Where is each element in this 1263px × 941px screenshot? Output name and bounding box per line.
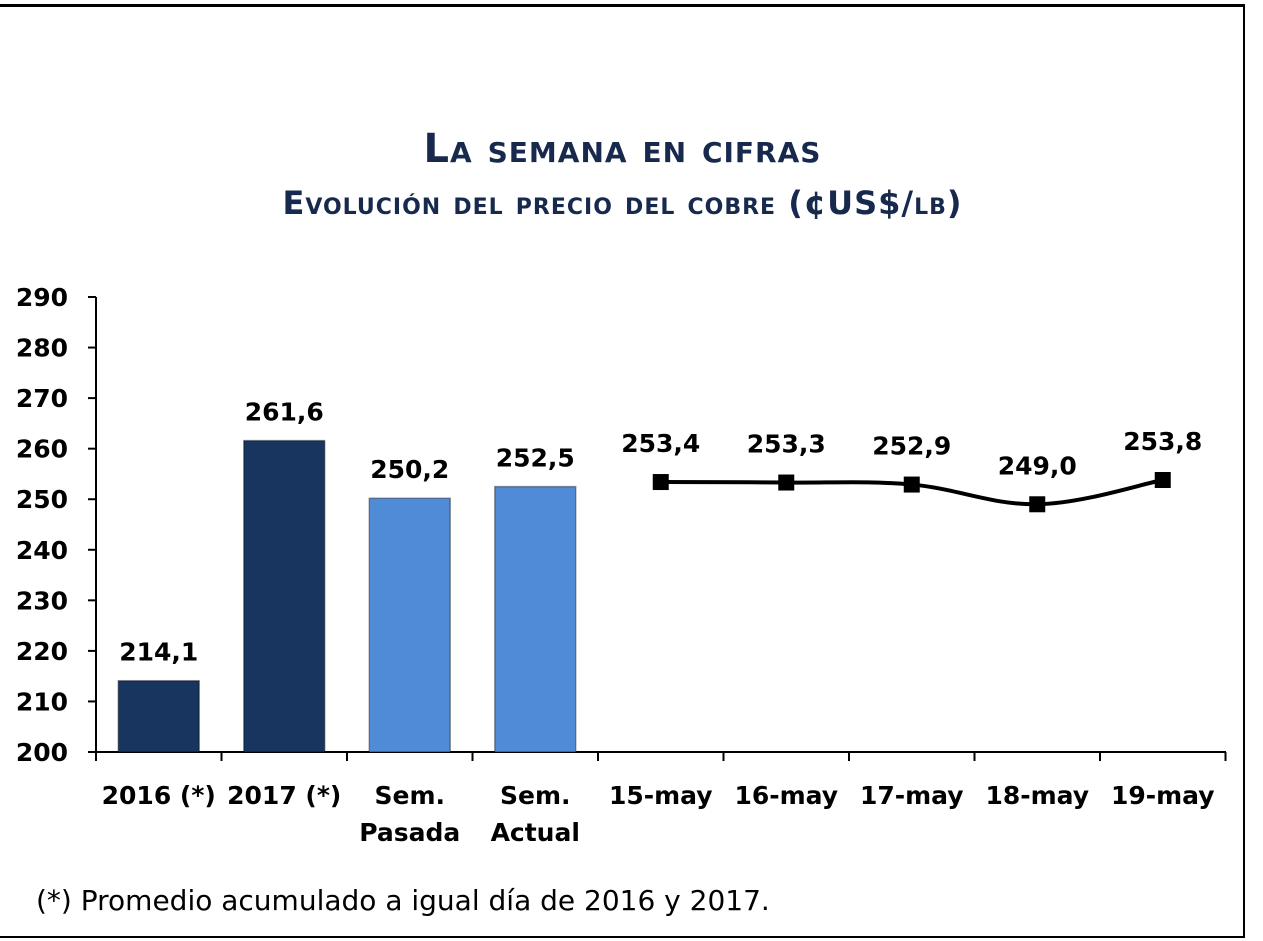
y-tick-label: 210 xyxy=(16,687,68,716)
y-tick-label: 250 xyxy=(16,485,68,514)
chart-axes: 200 210 220 230 240 250 260 270 280 290 xyxy=(16,283,1227,767)
top-border-rule xyxy=(0,4,1245,7)
y-tick-label: 270 xyxy=(16,384,68,413)
line-point-marker xyxy=(1029,496,1046,513)
y-tick-label: 280 xyxy=(16,334,68,363)
x-tick-label: Sem. xyxy=(374,781,445,810)
y-tick-label: 230 xyxy=(16,586,68,615)
x-tick-label: Sem. xyxy=(500,781,571,810)
bar-value-label: 250,2 xyxy=(370,455,449,484)
chart-line xyxy=(652,472,1171,513)
y-tick-label: 290 xyxy=(16,283,68,312)
x-tick-label: 2016 (*) xyxy=(102,781,216,810)
y-tick-label: 260 xyxy=(16,435,68,464)
line-point-value-label: 253,8 xyxy=(1123,427,1202,456)
bar xyxy=(494,485,577,753)
right-border-rule xyxy=(1243,4,1245,938)
x-tick-label: 19-may xyxy=(1111,781,1215,810)
chart-labels: 2016 (*) 2017 (*) Sem. Pasada Sem. Actual 15-m… xyxy=(102,398,1215,847)
bar-value-label: 261,6 xyxy=(245,398,324,427)
line-point-value-label: 253,3 xyxy=(747,430,826,459)
y-tick-label: 240 xyxy=(16,536,68,565)
line-point-marker xyxy=(652,474,669,491)
bar xyxy=(117,679,200,753)
x-tick-label: 16-may xyxy=(734,781,838,810)
line-point-marker xyxy=(1154,472,1171,489)
bottom-border-rule xyxy=(0,936,1245,938)
x-tick-label: 18-may xyxy=(985,781,1089,810)
x-tick-label: 2017 (*) xyxy=(227,781,341,810)
x-tick-label: 17-may xyxy=(860,781,964,810)
line-point-marker xyxy=(903,476,920,493)
bar-value-label: 252,5 xyxy=(496,444,575,473)
y-tick-label: 220 xyxy=(16,637,68,666)
x-tick-label: Pasada xyxy=(359,818,460,847)
chart-subtitle: Evolución del precio del cobre (¢US$/lb) xyxy=(282,184,963,222)
footnote: (*) Promedio acumulado a igual día de 20… xyxy=(36,884,770,917)
line-point-value-label: 253,4 xyxy=(621,429,700,458)
line-point-value-label: 252,9 xyxy=(872,432,951,461)
bar xyxy=(243,439,326,753)
chart-title: La semana en cifras xyxy=(423,126,822,172)
line-point-marker xyxy=(778,474,795,491)
x-tick-label: 15-may xyxy=(609,781,713,810)
line-point-value-label: 249,0 xyxy=(998,451,1077,480)
bar-value-label: 214,1 xyxy=(119,638,198,667)
bar xyxy=(368,497,451,753)
chart-bars xyxy=(117,439,577,753)
x-tick-label: Actual xyxy=(491,818,580,847)
y-tick-label: 200 xyxy=(16,738,68,767)
